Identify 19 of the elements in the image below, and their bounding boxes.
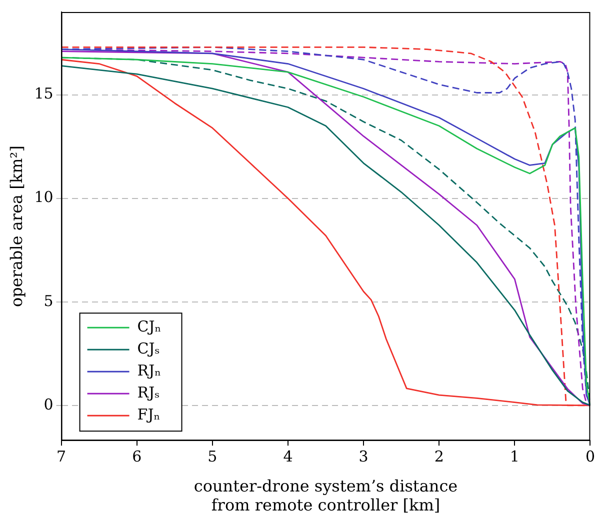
x-tick-label: 2	[434, 447, 444, 466]
y-tick-label: 5	[44, 292, 54, 310]
x-tick-label: 3	[358, 447, 368, 466]
x-tick-label: 0	[585, 447, 595, 466]
x-tick-label: 5	[208, 447, 218, 466]
x-tick-label: 4	[283, 447, 293, 466]
y-tick-label: 10	[34, 188, 54, 206]
y-tick-label: 15	[34, 84, 54, 103]
y-tick-label: 0	[44, 395, 54, 414]
legend-label: CJₛ	[137, 339, 160, 358]
x-tick-label: 7	[56, 447, 66, 466]
y-axis-title: operable area [km²]	[6, 146, 26, 308]
legend-label: CJₙ	[137, 317, 162, 336]
legend-label: RJₛ	[137, 383, 160, 402]
legend-label: FJₙ	[137, 405, 160, 424]
x-axis-title: counter-drone system’s distance from remote controller [km]	[194, 476, 458, 515]
legend-label: RJₙ	[137, 361, 162, 380]
x-tick-label: 6	[132, 447, 142, 466]
x-tick-label: 1	[510, 447, 520, 466]
